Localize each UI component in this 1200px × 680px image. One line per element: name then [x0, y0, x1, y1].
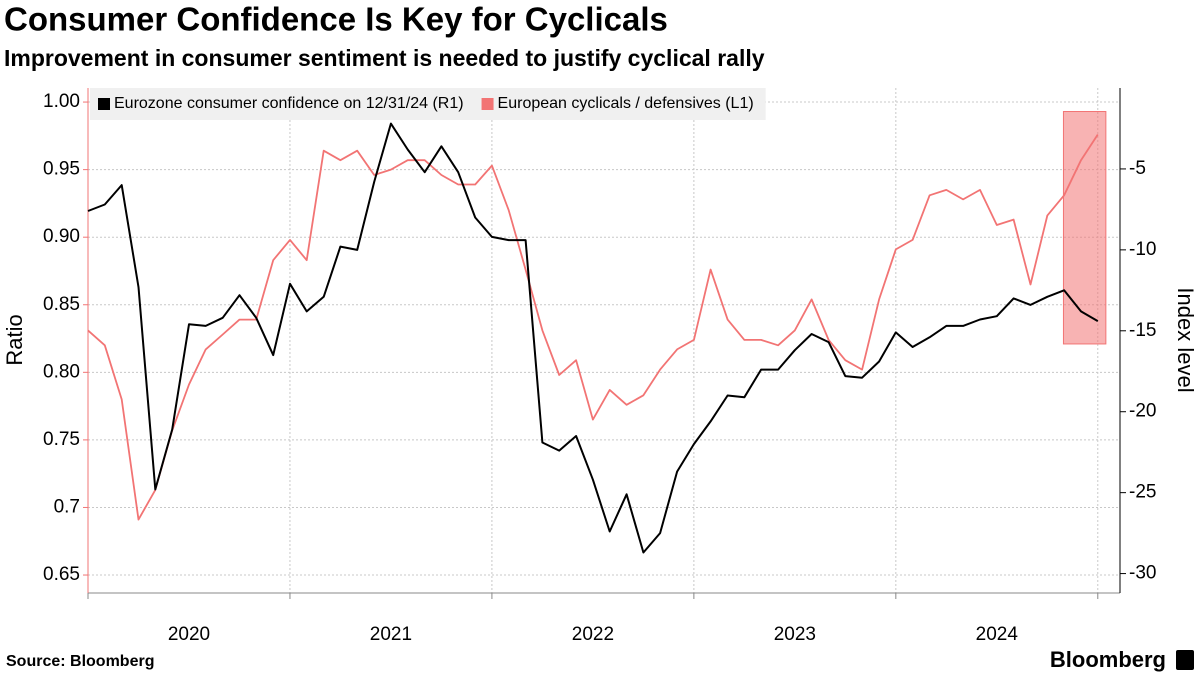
series-line [87, 122, 1099, 554]
legend-background [90, 88, 766, 120]
source: Source: Bloomberg [6, 653, 154, 670]
legend-swatch [98, 98, 110, 110]
y-tick-label: 0.80 [43, 361, 80, 382]
chart-title: Consumer Confidence Is Key for Cyclicals [4, 1, 668, 38]
y2-tick-label: -5 [1129, 158, 1146, 179]
y2-axis-title: Index level [1173, 287, 1198, 392]
y2-tick-label: -30 [1129, 563, 1156, 584]
legend-label: European cyclicals / defensives (L1) [498, 95, 754, 112]
y-tick-label: 0.85 [43, 294, 80, 315]
y-tick-label: 0.90 [43, 226, 80, 247]
y-tick-label: 0.7 [54, 496, 80, 517]
y-tick-label: 1.00 [43, 91, 80, 112]
legend-label: Eurozone consumer confidence on 12/31/24… [114, 95, 464, 112]
legend-swatch [481, 98, 494, 110]
x-tick-label: 2021 [370, 624, 412, 645]
chart-subtitle: Improvement in consumer sentiment is nee… [4, 45, 765, 71]
brand-icon [1176, 650, 1194, 670]
y2-tick-label: -25 [1129, 482, 1156, 503]
legend: Eurozone consumer confidence on 12/31/24… [90, 88, 766, 120]
brand: Bloomberg [1050, 647, 1166, 672]
y-tick-label: 0.75 [43, 429, 80, 450]
x-tick-label: 2022 [572, 624, 614, 645]
y-axis-title: Ratio [2, 314, 27, 365]
highlight-box [1062, 111, 1107, 345]
y2-tick-label: -15 [1129, 320, 1156, 341]
y2-tick-label: -10 [1129, 239, 1156, 260]
x-tick-label: 2024 [976, 624, 1019, 645]
y2-tick-label: -20 [1129, 401, 1156, 422]
y-tick-label: 0.95 [43, 159, 80, 180]
x-tick-label: 2020 [168, 624, 210, 645]
x-tick-label: 2023 [774, 624, 816, 645]
y-tick-label: 0.65 [43, 564, 80, 585]
